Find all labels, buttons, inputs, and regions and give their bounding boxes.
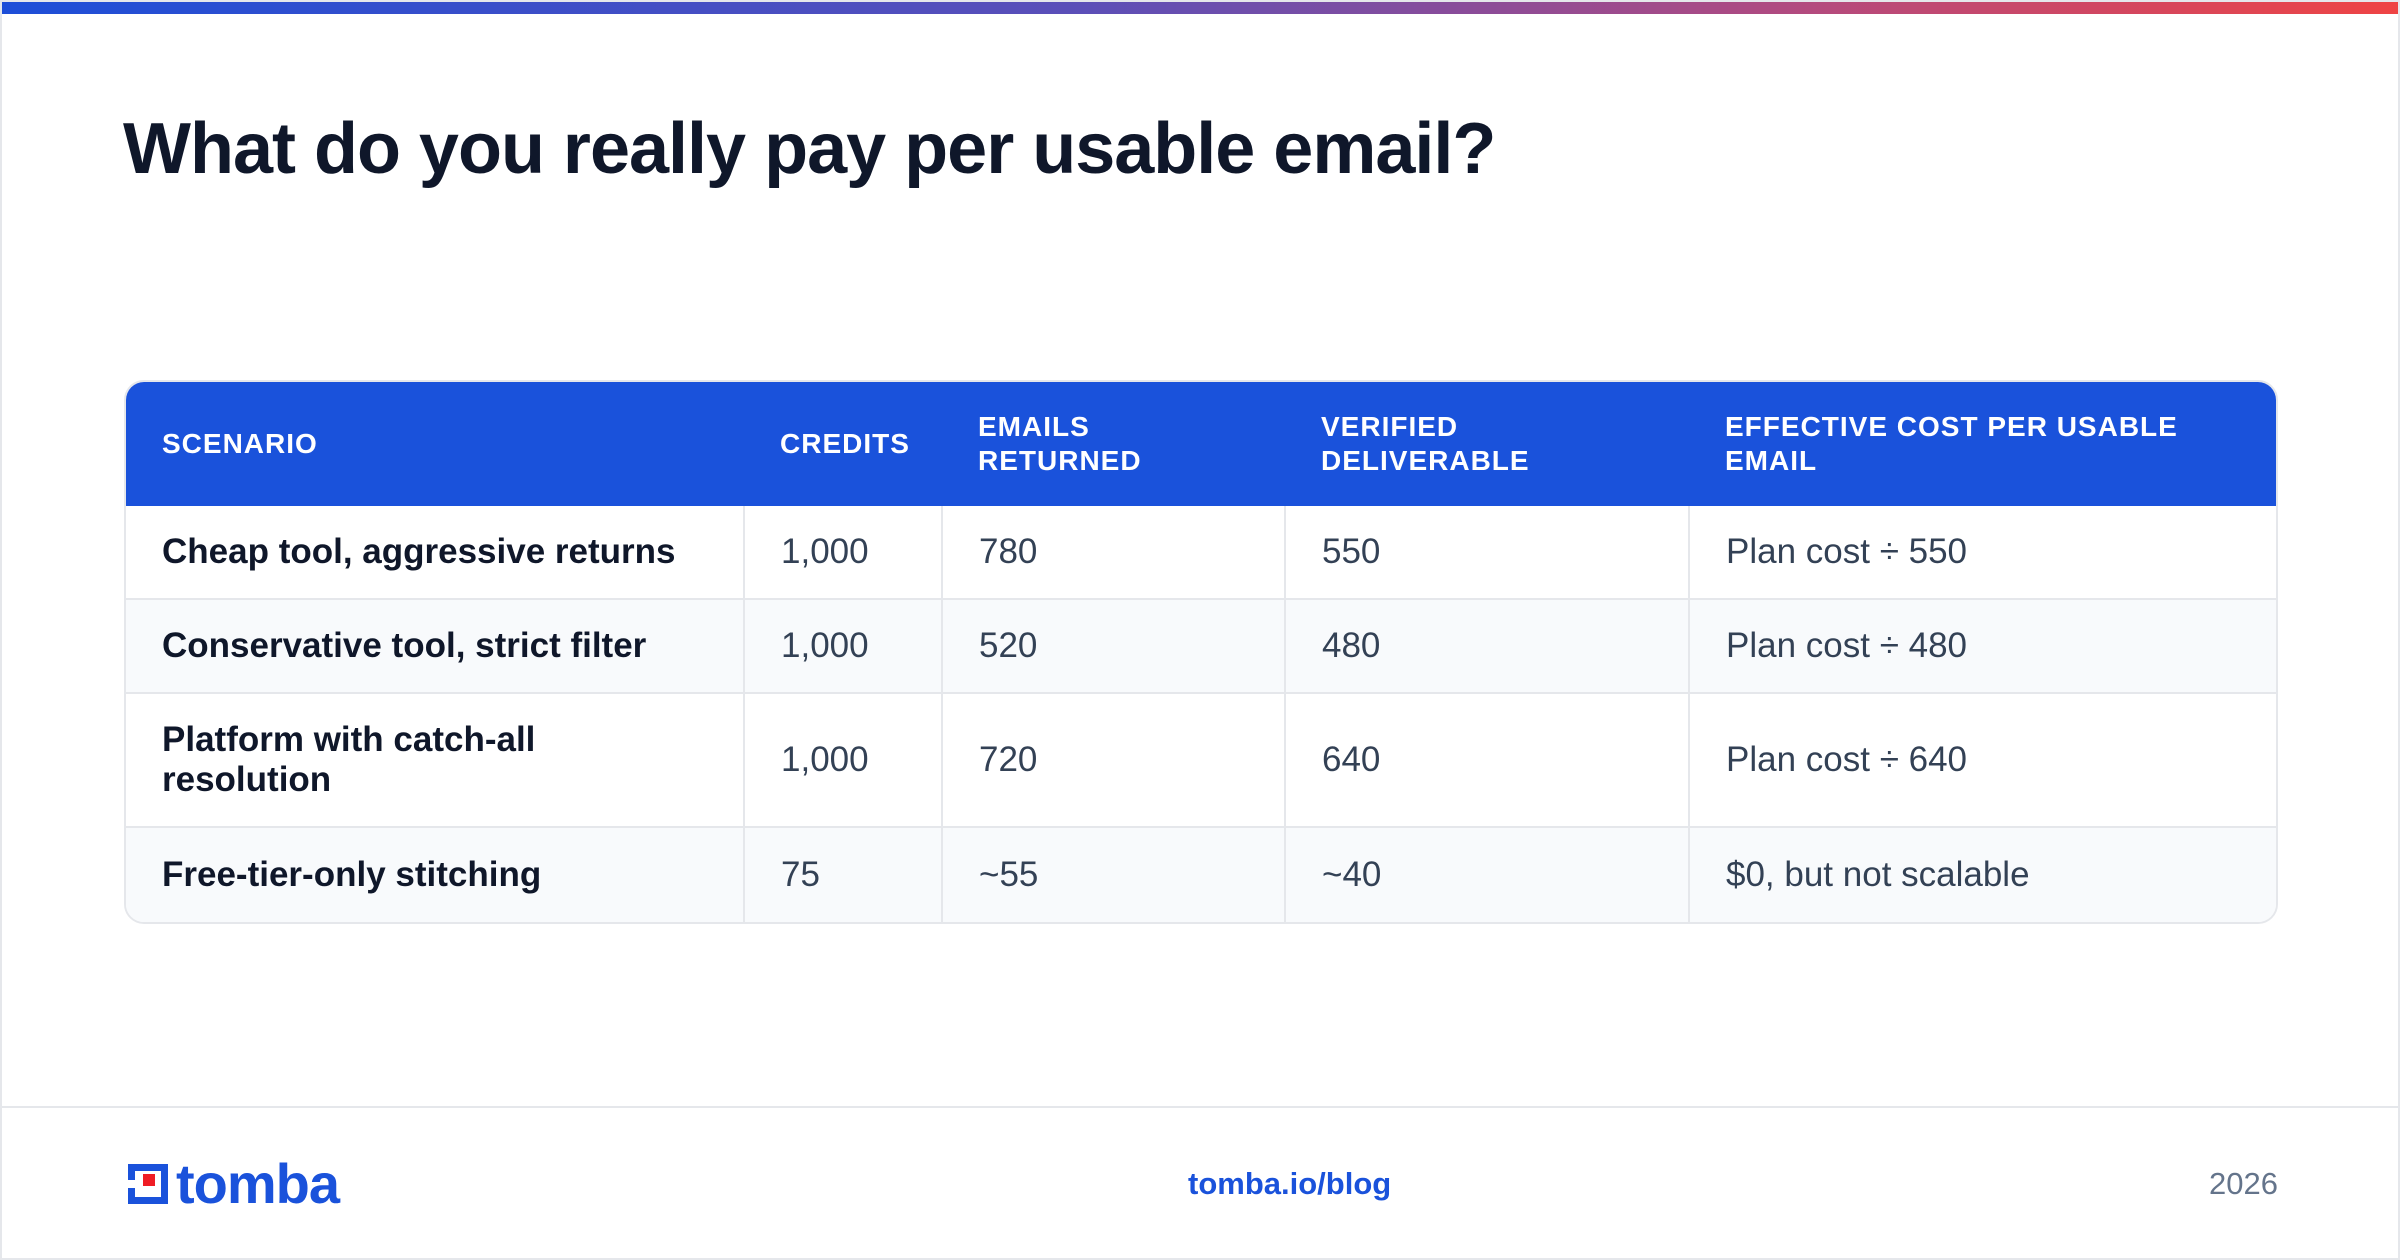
table-row: Conservative tool, strict filter 1,000 5…: [126, 598, 2276, 693]
cell-scenario: Conservative tool, strict filter: [126, 598, 745, 693]
cell-verified-deliverable: 480: [1285, 598, 1690, 693]
cell-verified-deliverable: ~40: [1285, 826, 1690, 922]
header-emails-returned: EMAILS RETURNED: [978, 411, 1142, 476]
cell-credits: 1,000: [744, 506, 943, 599]
gradient-top-bar: [2, 2, 2398, 14]
footer-divider: [2, 1106, 2398, 1108]
cell-effective-cost: Plan cost ÷ 550: [1726, 532, 1968, 571]
table-row: Cheap tool, aggressive returns 1,000 780…: [126, 506, 2276, 599]
cell-credits: 1,000: [744, 692, 943, 827]
table-header-row: SCENARIO CREDITS EMAILS RETURNED VERIFIE…: [126, 382, 2276, 506]
header-verified-deliverable: VERIFIED DELIVERABLE: [1321, 411, 1530, 476]
cell-scenario: Cheap tool, aggressive returns: [126, 506, 745, 599]
cost-table-container: SCENARIO CREDITS EMAILS RETURNED VERIFIE…: [124, 380, 2278, 924]
tomba-logo-icon: [124, 1164, 168, 1204]
cell-emails-returned: 720: [942, 692, 1286, 827]
cell-scenario: Free-tier-only stitching: [126, 826, 745, 922]
cell-effective-cost: Plan cost ÷ 480: [1689, 598, 2276, 693]
cell-emails-returned: ~55: [942, 826, 1286, 922]
footer-year: 2026: [2209, 1166, 2278, 1201]
page-title: What do you really pay per usable email?: [123, 109, 1496, 189]
cell-scenario: Platform with catch-all resolution: [126, 692, 745, 827]
cell-verified-deliverable: 640: [1285, 692, 1690, 827]
cell-effective-cost: $0, but not scalable: [1689, 826, 2276, 922]
logo-wordmark: tomba: [176, 1152, 340, 1215]
table-row: Free-tier-only stitching 75 ~55 ~40 $0, …: [126, 826, 2276, 922]
header-effective-cost: EFFECTIVE COST PER USABLE EMAIL: [1725, 411, 2178, 476]
cost-table: SCENARIO CREDITS EMAILS RETURNED VERIFIE…: [126, 382, 2276, 922]
header-credits: CREDITS: [780, 428, 910, 459]
table-row: Platform with catch-all resolution 1,000…: [126, 692, 2276, 827]
cell-emails-returned: 780: [942, 506, 1286, 599]
blog-link[interactable]: tomba.io/blog: [1188, 1166, 1392, 1201]
header-scenario: SCENARIO: [162, 428, 318, 459]
cell-emails-returned: 520: [942, 598, 1286, 693]
cell-verified-deliverable: 550: [1285, 506, 1690, 599]
cell-credits: 75: [744, 826, 943, 922]
cell-credits: 1,000: [744, 598, 943, 693]
tomba-logo[interactable]: tomba: [124, 1152, 340, 1215]
cell-effective-cost: Plan cost ÷ 640: [1689, 692, 2276, 827]
